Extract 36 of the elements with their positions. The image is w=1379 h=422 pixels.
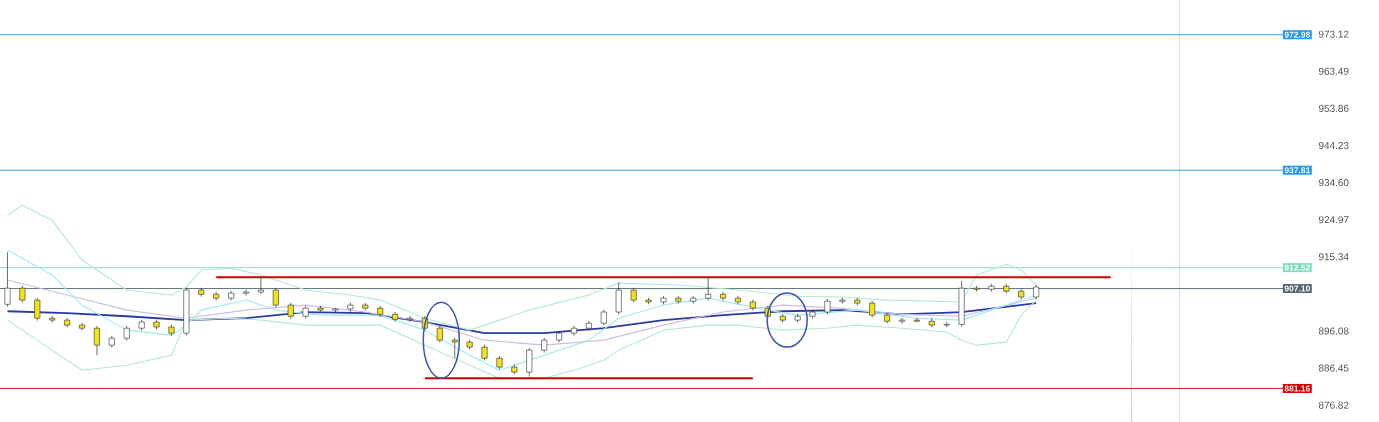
candlestick xyxy=(34,297,41,321)
ref-line-label: 881.16 xyxy=(1284,385,1310,392)
candlestick xyxy=(735,295,741,305)
line-series xyxy=(6,302,1038,335)
line-series xyxy=(6,279,1037,346)
candlestick xyxy=(392,311,399,323)
y-tick-label: 973.12 xyxy=(1318,30,1349,38)
candlestick xyxy=(705,277,712,301)
candlestick xyxy=(272,287,279,308)
candlestick xyxy=(79,322,85,331)
ref-line-label: 907.10 xyxy=(1284,285,1310,292)
y-tick-label: 896.08 xyxy=(1318,327,1349,335)
candlestick xyxy=(571,325,577,336)
candlestick xyxy=(585,320,592,331)
y-tick-label: 915.34 xyxy=(1318,253,1349,261)
y-tick-label: 924.97 xyxy=(1318,216,1349,224)
y-tick-label: 886.45 xyxy=(1318,364,1349,372)
candlestick xyxy=(526,347,533,377)
candlestick xyxy=(720,291,727,301)
candlestick xyxy=(243,289,249,296)
y-tick-label: 963.49 xyxy=(1318,67,1349,75)
ref-line-label: 937.81 xyxy=(1284,167,1311,174)
y-tick-label: 876.82 xyxy=(1318,401,1349,409)
candlestick xyxy=(451,337,458,359)
y-tick-label: 953.86 xyxy=(1318,104,1349,112)
candlestick xyxy=(4,251,11,307)
candlestick xyxy=(615,282,622,315)
line-series xyxy=(6,204,1037,331)
ref-line-label: 912.52 xyxy=(1284,264,1310,271)
y-tick-label: 944.23 xyxy=(1318,141,1349,150)
candlestick xyxy=(899,317,905,324)
candlestick xyxy=(407,315,413,323)
candlestick xyxy=(257,275,264,295)
ref-line-label: 972.98 xyxy=(1284,31,1311,38)
candlestick xyxy=(93,325,100,356)
y-tick-label: 934.60 xyxy=(1318,179,1349,187)
